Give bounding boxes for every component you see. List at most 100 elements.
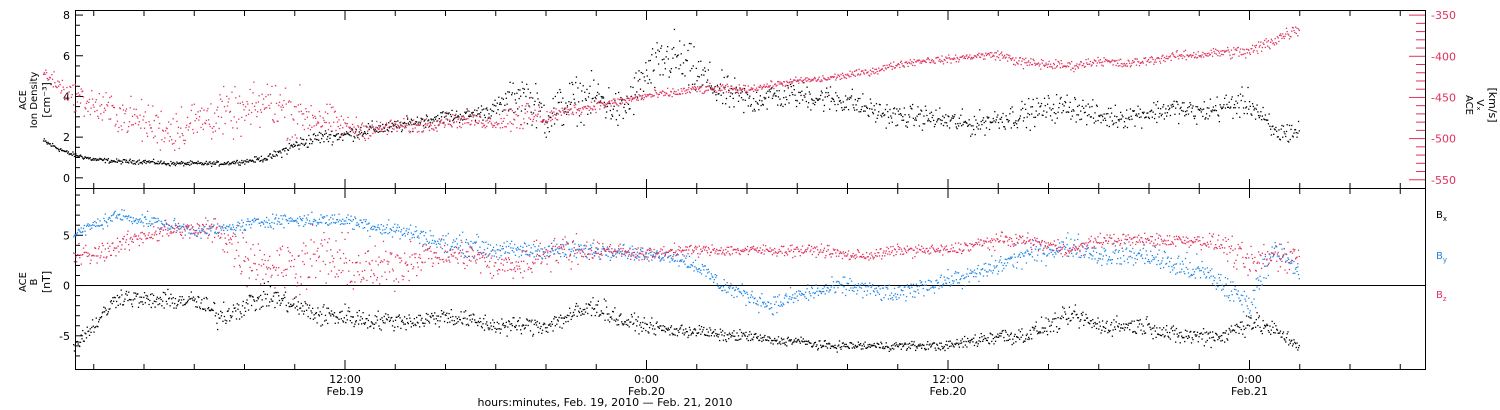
velocity-point <box>979 56 982 59</box>
velocity-point <box>601 102 603 104</box>
velocity-point <box>939 58 941 61</box>
ion-density-point <box>688 84 690 86</box>
bx-point <box>974 334 976 336</box>
bx-point <box>311 307 314 310</box>
ion-density-point <box>250 160 253 162</box>
velocity-point <box>430 124 432 127</box>
velocity-point <box>929 61 931 64</box>
ion-density-point <box>394 120 396 123</box>
velocity-point <box>459 119 462 121</box>
ion-density-point <box>1276 130 1278 132</box>
ion-density-point <box>1048 97 1050 99</box>
velocity-point <box>1017 63 1019 65</box>
velocity-point <box>758 86 760 88</box>
ion-density-point <box>868 115 870 118</box>
bx-point <box>1047 318 1049 320</box>
bx-point <box>585 303 587 305</box>
velocity-point <box>1116 59 1118 62</box>
ion-density-point <box>1126 109 1128 111</box>
ion-density-point <box>251 159 253 161</box>
velocity-point <box>180 127 182 129</box>
bx-point <box>687 336 689 339</box>
velocity-point <box>223 85 225 88</box>
ion-density-point <box>284 150 286 152</box>
velocity-point <box>893 67 896 69</box>
velocity-point <box>378 128 380 130</box>
velocity-point <box>805 80 807 82</box>
velocity-point <box>850 73 853 75</box>
ion-density-point <box>102 159 104 162</box>
ion-density-point <box>1034 116 1037 118</box>
ion-density-point <box>225 162 227 164</box>
bx-point <box>1232 329 1234 331</box>
bx-point <box>198 306 201 308</box>
velocity-point <box>1193 52 1195 54</box>
ion-density-point <box>547 126 549 129</box>
bx-point <box>173 307 175 309</box>
velocity-point <box>665 92 667 94</box>
ion-density-point <box>1201 109 1203 111</box>
bx-point <box>919 343 921 345</box>
velocity-point <box>554 117 556 119</box>
bx-point <box>1218 337 1221 339</box>
velocity-point <box>254 109 256 111</box>
velocity-point <box>1044 64 1046 66</box>
ion-density-point <box>1141 111 1144 114</box>
velocity-point <box>1249 53 1251 56</box>
velocity-point <box>365 133 367 136</box>
ion-density-point <box>1053 112 1055 114</box>
velocity-point <box>885 68 887 70</box>
ion-density-point <box>458 121 461 124</box>
bx-point <box>509 323 511 325</box>
velocity-point <box>833 76 835 78</box>
ion-density-point <box>969 123 971 126</box>
ion-density-point <box>1095 120 1097 122</box>
velocity-point <box>465 118 467 121</box>
bx-point <box>894 345 896 347</box>
bx-point <box>879 346 881 349</box>
velocity-point <box>451 126 453 128</box>
ion-density-point <box>566 113 568 116</box>
bx-point <box>928 344 930 346</box>
ion-density-point <box>43 138 45 140</box>
ion-density-point <box>233 160 235 163</box>
velocity-point <box>455 121 458 123</box>
velocity-point <box>581 111 583 114</box>
top-right-ylabel-line1: ACE <box>1463 95 1474 115</box>
bx-point <box>954 343 957 346</box>
ion-density-point <box>1292 136 1294 138</box>
bx-point <box>808 341 811 344</box>
bx-point <box>501 324 504 326</box>
velocity-point <box>1008 57 1010 59</box>
ion-density-point <box>694 83 696 85</box>
velocity-point <box>1202 56 1205 58</box>
velocity-point <box>1165 55 1168 57</box>
velocity-point <box>1124 64 1126 66</box>
velocity-point <box>849 70 851 72</box>
bx-point <box>193 300 195 302</box>
ion-density-point <box>1031 113 1033 115</box>
ion-density-point <box>1190 111 1193 113</box>
bx-point <box>337 322 339 324</box>
velocity-point <box>514 111 517 113</box>
velocity-point <box>246 100 248 103</box>
bx-point <box>694 328 696 330</box>
ion-density-point <box>1054 122 1056 124</box>
ion-density-point <box>1261 115 1264 117</box>
ion-density-point <box>1211 109 1214 111</box>
bx-point <box>654 328 656 330</box>
velocity-point <box>985 52 987 54</box>
bx-point <box>350 315 352 318</box>
bx-point <box>951 343 954 345</box>
bx-point <box>434 312 436 314</box>
velocity-point <box>702 84 704 86</box>
velocity-point <box>318 110 321 113</box>
ion-density-point <box>1256 104 1258 106</box>
velocity-point <box>687 88 689 91</box>
velocity-point <box>587 105 590 108</box>
bx-point <box>691 331 694 333</box>
ion-density-point <box>506 103 508 105</box>
ion-density-point <box>552 97 554 100</box>
bx-point <box>104 307 107 309</box>
bx-point <box>834 344 836 346</box>
